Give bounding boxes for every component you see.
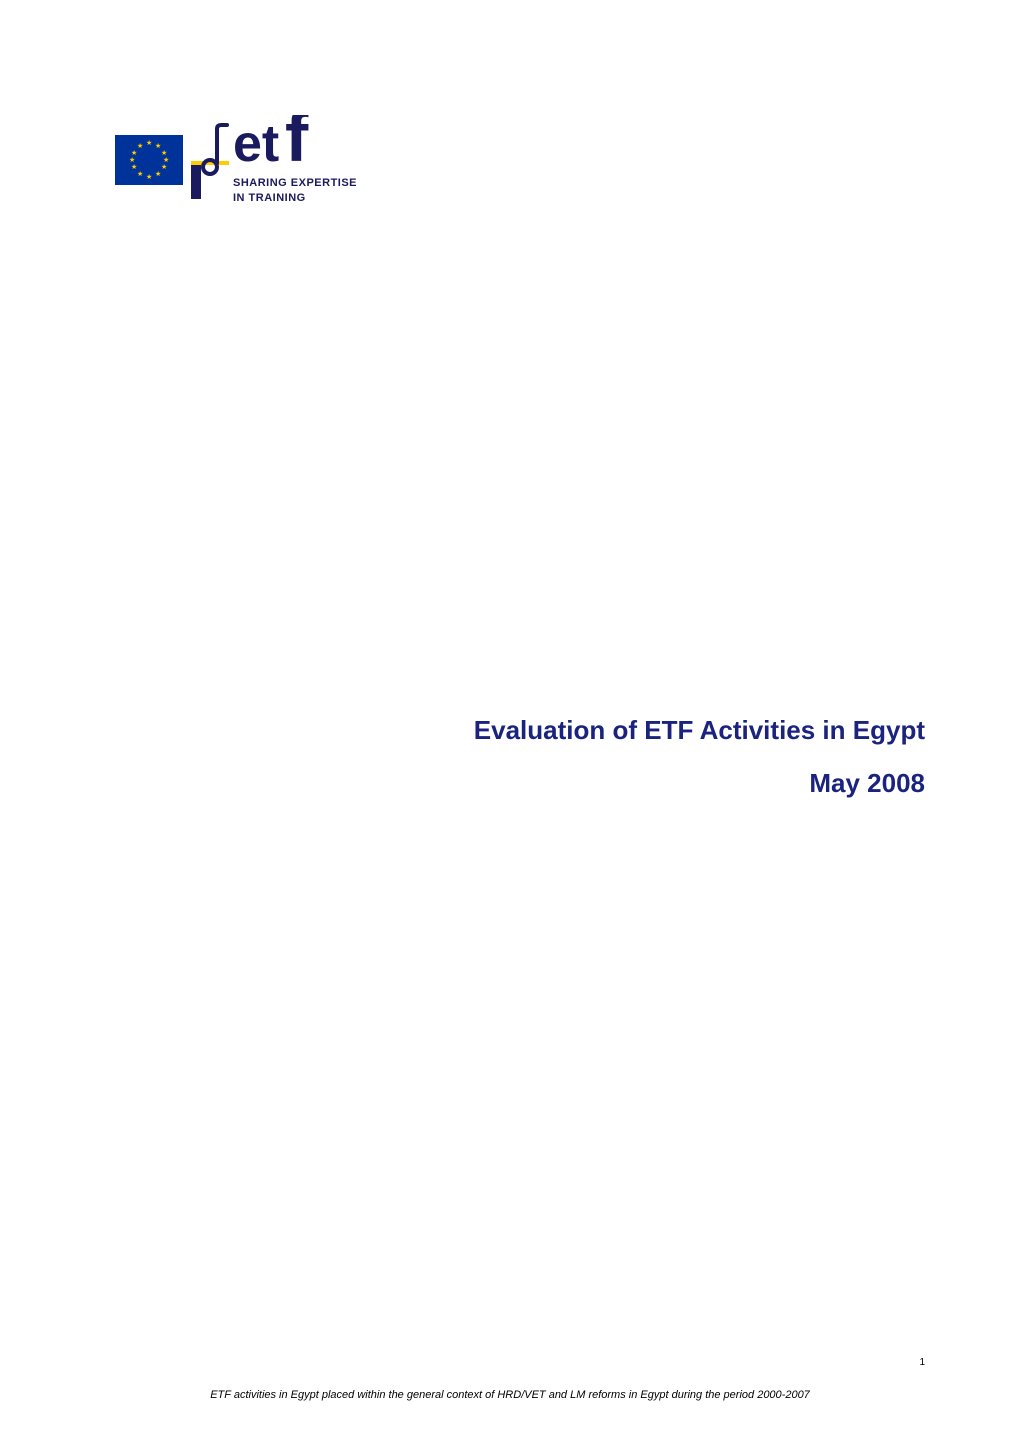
etf-mark-icon: [191, 119, 229, 201]
etf-wordmark-icon: et f: [233, 115, 383, 175]
etf-text-block: et f SHARING EXPERTISE IN TRAINING: [233, 115, 383, 205]
page-number: 1: [919, 1357, 925, 1368]
logo-tagline-line1: SHARING EXPERTISE: [233, 177, 383, 190]
title-section: Evaluation of ETF Activities in Egypt Ma…: [474, 715, 925, 799]
svg-text:et: et: [233, 115, 279, 173]
eu-flag-icon: ★ ★ ★ ★ ★ ★ ★ ★ ★ ★ ★ ★: [115, 135, 183, 185]
svg-text:f: f: [285, 115, 309, 175]
logo-tagline-line2: IN TRAINING: [233, 192, 383, 205]
document-title: Evaluation of ETF Activities in Egypt: [474, 715, 925, 746]
logo-container: ★ ★ ★ ★ ★ ★ ★ ★ ★ ★ ★ ★: [115, 115, 925, 205]
footer-text: ETF activities in Egypt placed within th…: [0, 1389, 1020, 1401]
etf-logo: et f SHARING EXPERTISE IN TRAINING: [191, 115, 383, 205]
eu-stars: ★ ★ ★ ★ ★ ★ ★ ★ ★ ★ ★ ★: [129, 140, 169, 180]
document-date: May 2008: [474, 768, 925, 799]
document-page: ★ ★ ★ ★ ★ ★ ★ ★ ★ ★ ★ ★: [0, 0, 1020, 1443]
